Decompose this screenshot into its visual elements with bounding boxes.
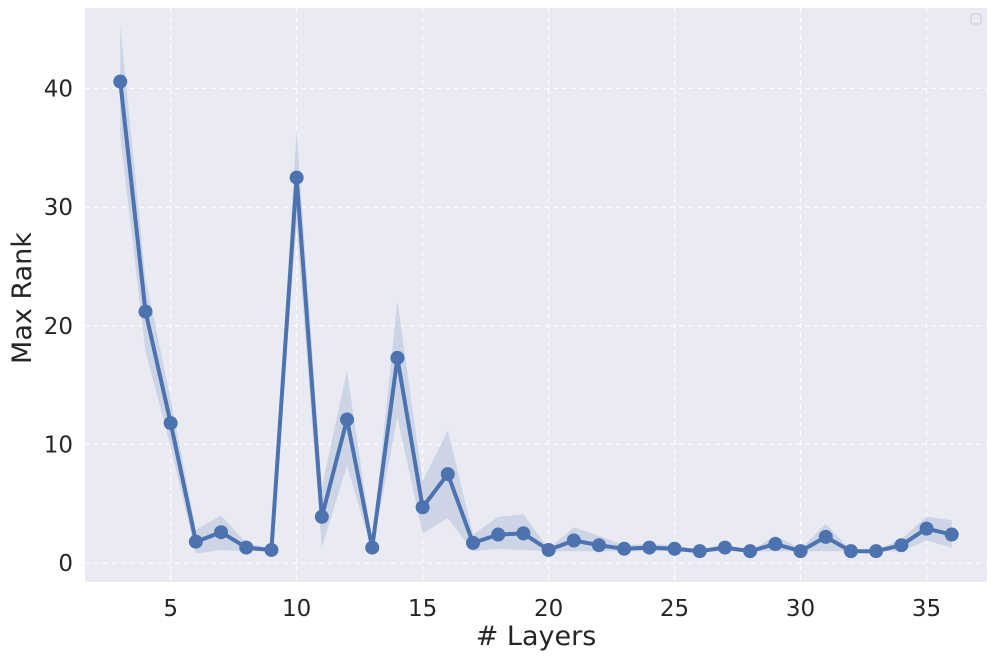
data-point: [642, 540, 657, 555]
legend-box: [970, 13, 982, 25]
data-point: [491, 527, 506, 542]
data-point: [894, 538, 909, 553]
data-point: [566, 533, 581, 548]
data-point: [163, 416, 178, 431]
plot-background: [85, 8, 987, 582]
y-tick-label: 0: [58, 551, 73, 577]
x-tick-label: 20: [534, 596, 563, 622]
data-point: [239, 540, 254, 555]
data-point: [944, 527, 959, 542]
y-tick-label: 40: [44, 77, 73, 103]
x-axis-label: # Layers: [476, 621, 597, 652]
y-tick-label: 30: [44, 195, 73, 221]
data-point: [743, 544, 758, 559]
data-point: [843, 544, 858, 559]
legend: [970, 13, 982, 25]
x-tick-label: 30: [786, 596, 815, 622]
x-axis-ticks: 5 10 15 20 25 30 35: [163, 596, 941, 622]
y-axis-label: Max Rank: [7, 232, 38, 364]
data-point: [340, 412, 355, 427]
data-point: [188, 534, 203, 549]
data-point: [919, 521, 934, 536]
data-point: [264, 542, 279, 557]
y-axis-ticks: 0 10 20 30 40: [44, 77, 73, 577]
data-point: [768, 537, 783, 552]
data-point: [440, 467, 455, 482]
x-tick-label: 25: [660, 596, 689, 622]
data-point: [516, 526, 531, 541]
data-point: [793, 544, 808, 559]
data-point: [415, 500, 430, 515]
x-tick-label: 35: [912, 596, 941, 622]
data-series: [113, 74, 959, 559]
data-point: [692, 544, 707, 559]
data-point: [466, 535, 481, 550]
data-point: [717, 540, 732, 555]
data-point: [214, 525, 229, 540]
series-line: [118, 81, 953, 554]
data-point: [113, 74, 128, 89]
data-point: [617, 541, 632, 556]
x-tick-label: 10: [282, 596, 311, 622]
data-point: [365, 540, 380, 555]
x-tick-label: 15: [408, 596, 437, 622]
data-point: [314, 509, 329, 524]
y-tick-label: 10: [44, 432, 73, 458]
data-point: [818, 529, 833, 544]
data-point: [591, 538, 606, 553]
data-point: [289, 170, 304, 185]
data-point: [541, 542, 556, 557]
y-tick-label: 20: [44, 314, 73, 340]
data-point: [138, 304, 153, 319]
data-point: [390, 350, 405, 365]
data-point: [667, 541, 682, 556]
data-point: [869, 544, 884, 559]
x-tick-label: 5: [163, 596, 178, 622]
